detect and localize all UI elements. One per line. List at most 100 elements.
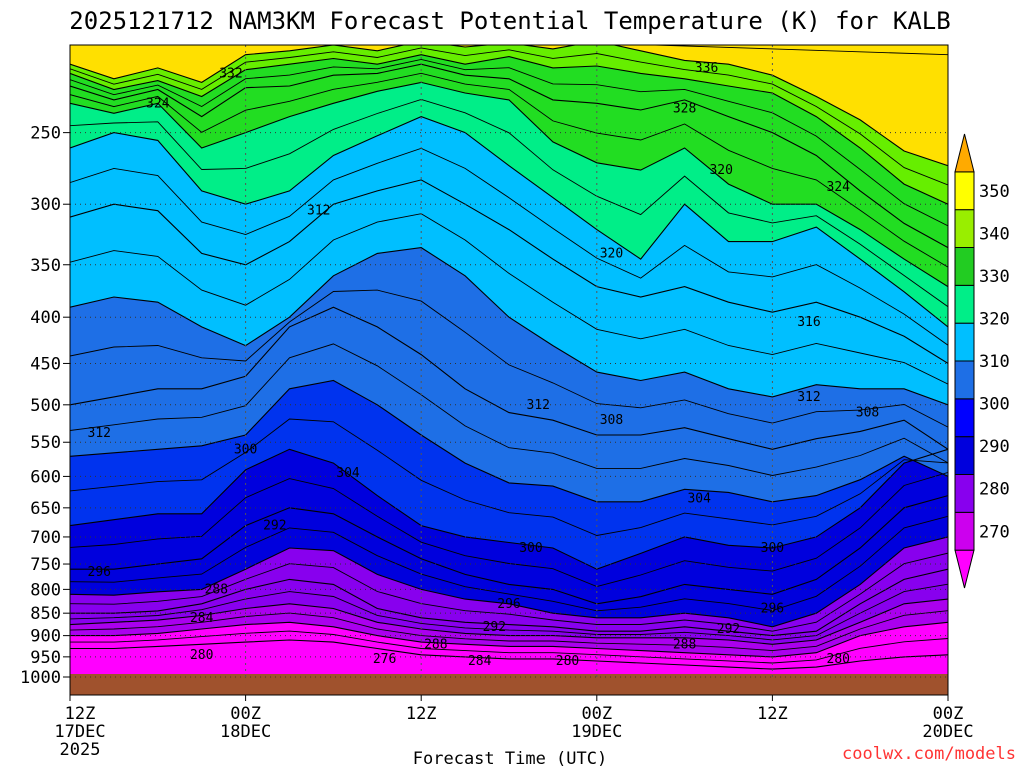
contour-334 [70, 47, 948, 186]
contour-324 [70, 81, 948, 288]
contour-296 [70, 495, 948, 605]
contour-label-280: 280 [827, 652, 850, 667]
contour-320 [70, 116, 948, 328]
contour-308 [70, 306, 948, 450]
contour-label-300: 300 [761, 541, 784, 556]
contour-label-308: 308 [856, 406, 879, 421]
contour-label-324: 324 [827, 180, 851, 195]
contour-314 [70, 213, 948, 385]
contour-328 [70, 63, 948, 249]
contour-label-336: 336 [695, 61, 718, 76]
colorbar-label: 270 [979, 522, 1010, 542]
x-tick-label: 2025 [60, 740, 101, 760]
contour-326 [70, 72, 948, 268]
colorbar-segment [954, 171, 975, 211]
colorbar-segment [954, 284, 975, 324]
y-tick-label: 750 [30, 555, 61, 575]
y-tick-label: 800 [30, 580, 61, 600]
contour-302 [70, 418, 948, 536]
y-tick-label: 900 [30, 627, 61, 647]
contour-label-312: 312 [88, 426, 111, 441]
contour-label-276: 276 [373, 652, 396, 667]
contour-label-288: 288 [205, 582, 228, 597]
contour-label-284: 284 [468, 654, 492, 669]
x-tick-label: 00Z [933, 704, 964, 724]
contour-288 [70, 568, 948, 637]
colorbar-label: 290 [979, 437, 1010, 457]
contour-label-300: 300 [234, 442, 257, 457]
colorbar-label: 350 [979, 182, 1010, 202]
contour-318 [70, 147, 948, 346]
x-tick-label: 19DEC [571, 722, 622, 742]
contour-312 [70, 247, 948, 406]
credit-text[interactable]: coolwx.com/models [842, 744, 1016, 764]
contour-332 [70, 54, 948, 205]
contour-304 [70, 379, 948, 503]
colorbar-segment [954, 209, 975, 249]
contour-label-324: 324 [146, 96, 170, 111]
colorbar-segment [954, 398, 975, 438]
contour-label-284: 284 [190, 611, 214, 626]
colorbar: 270 280 290 300 310 320 330 340 350 [954, 133, 1010, 589]
colorbar-label: 330 [979, 267, 1010, 287]
contour-label-308: 308 [600, 413, 623, 428]
contour-label-332: 332 [219, 66, 242, 81]
x-tick-label: 12Z [406, 704, 437, 724]
x-tick-label: 18DEC [220, 722, 271, 742]
contour-label-300: 300 [519, 541, 542, 556]
contour-label-304: 304 [336, 466, 360, 481]
contour-label-296: 296 [761, 602, 784, 617]
contour-label-296: 296 [88, 565, 111, 580]
contour-label-280: 280 [556, 654, 579, 669]
contour-label-304: 304 [687, 492, 711, 507]
contour-278 [70, 630, 948, 664]
ground-layer [70, 674, 948, 695]
colorbar-segment [954, 511, 975, 551]
contour-322 [70, 99, 948, 308]
contour-label-292: 292 [263, 519, 286, 534]
contour-label-312: 312 [797, 390, 820, 405]
contour-284 [70, 598, 948, 645]
plot-frame [69, 44, 949, 696]
contour-label-312: 312 [527, 398, 550, 413]
contour-300 [70, 448, 948, 570]
contour-label-320: 320 [600, 246, 623, 261]
colorbar-label: 340 [979, 224, 1010, 244]
y-tick-label: 500 [30, 396, 61, 416]
colorbar-segment [954, 247, 975, 286]
y-tick-label: 950 [30, 648, 61, 668]
colorbar-label: 300 [979, 395, 1010, 415]
x-tick-label: 00Z [230, 704, 261, 724]
contour-label-292: 292 [717, 622, 740, 637]
contour-label-296: 296 [497, 597, 520, 612]
contour-280 [70, 621, 948, 658]
colorbar-label: 280 [979, 480, 1010, 500]
y-tick-label: 650 [30, 499, 61, 519]
x-axis-label: Forecast Time (UTC) [413, 749, 607, 768]
colorbar-label: 310 [979, 352, 1010, 372]
y-tick-label: 600 [30, 467, 61, 487]
contour-316 [70, 179, 948, 364]
contour-label-280: 280 [190, 648, 213, 663]
y-tick-label: 1000 [20, 668, 61, 688]
y-tick-label: 550 [30, 433, 61, 453]
colorbar-segment [954, 322, 975, 362]
contour-282 [70, 610, 948, 652]
y-tick-label: 400 [30, 308, 61, 328]
contour-label-328: 328 [673, 101, 696, 116]
chart-title: 2025121712 NAM3KM Forecast Potential Tem… [69, 7, 950, 35]
contour-298 [70, 471, 948, 587]
y-tick-label: 700 [30, 528, 61, 548]
contour-labels: 336 332 328 324 324 320 320 316 312 312 312 312 308 3… [88, 61, 880, 669]
contour-276 [70, 639, 948, 670]
contour-340 [588, 45, 948, 56]
x-tick-label: 12Z [757, 704, 788, 724]
colorbar-segment [954, 133, 975, 173]
x-tick-label: 17DEC [54, 722, 105, 742]
y-tick-label: 450 [30, 354, 61, 374]
contour-336 [70, 45, 948, 167]
colorbar-label: 320 [979, 309, 1010, 329]
band-332 [70, 45, 948, 205]
